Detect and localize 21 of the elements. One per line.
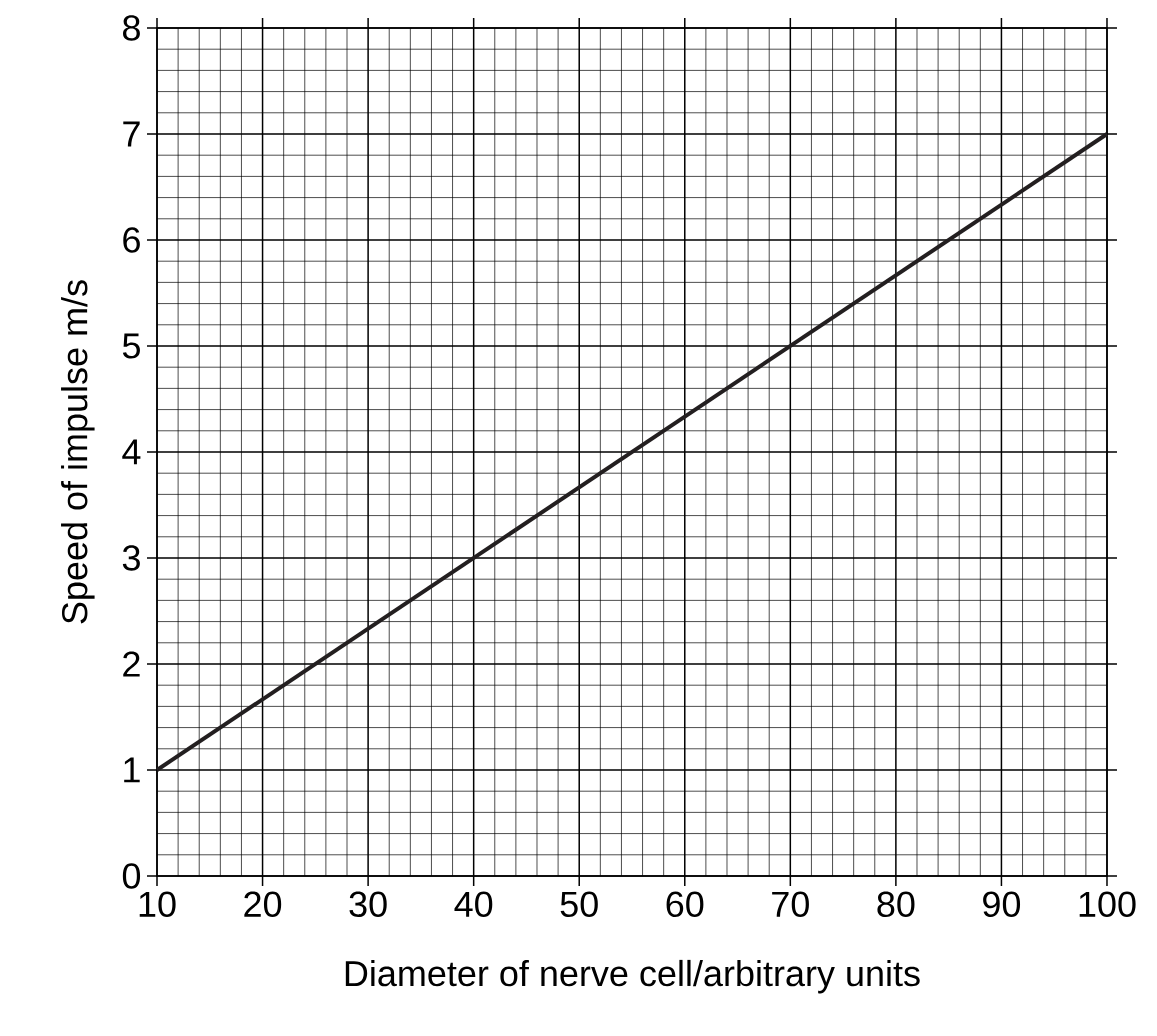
y-tick-label: 8 [123, 15, 140, 41]
y-tick-label: 5 [122, 333, 140, 359]
x-tick-label: 50 [560, 891, 598, 917]
x-tick-label: 10 [139, 891, 176, 917]
x-tick-label: 80 [877, 891, 915, 917]
x-tick-label: 90 [983, 891, 1021, 917]
x-tick-label: 30 [349, 891, 387, 917]
y-tick-label: 1 [124, 757, 140, 783]
y-tick-label: 3 [122, 545, 140, 571]
x-tick-label: 40 [454, 891, 493, 917]
x-tick-label: 70 [772, 891, 809, 917]
x-tick-label: 20 [244, 891, 282, 917]
x-tick-label: 60 [666, 891, 704, 917]
y-tick-label: 2 [123, 651, 140, 677]
y-tick-label: 0 [122, 863, 141, 889]
y-tick-label: 7 [123, 121, 140, 147]
y-tick-label: 4 [122, 439, 141, 465]
x-tick-label: 100 [1079, 891, 1136, 917]
y-tick-label: 6 [123, 227, 140, 253]
x-axis-title: Diameter of nerve cell/arbitrary units [345, 959, 920, 994]
y-axis-title: Speed of impulse m/s [61, 280, 95, 624]
